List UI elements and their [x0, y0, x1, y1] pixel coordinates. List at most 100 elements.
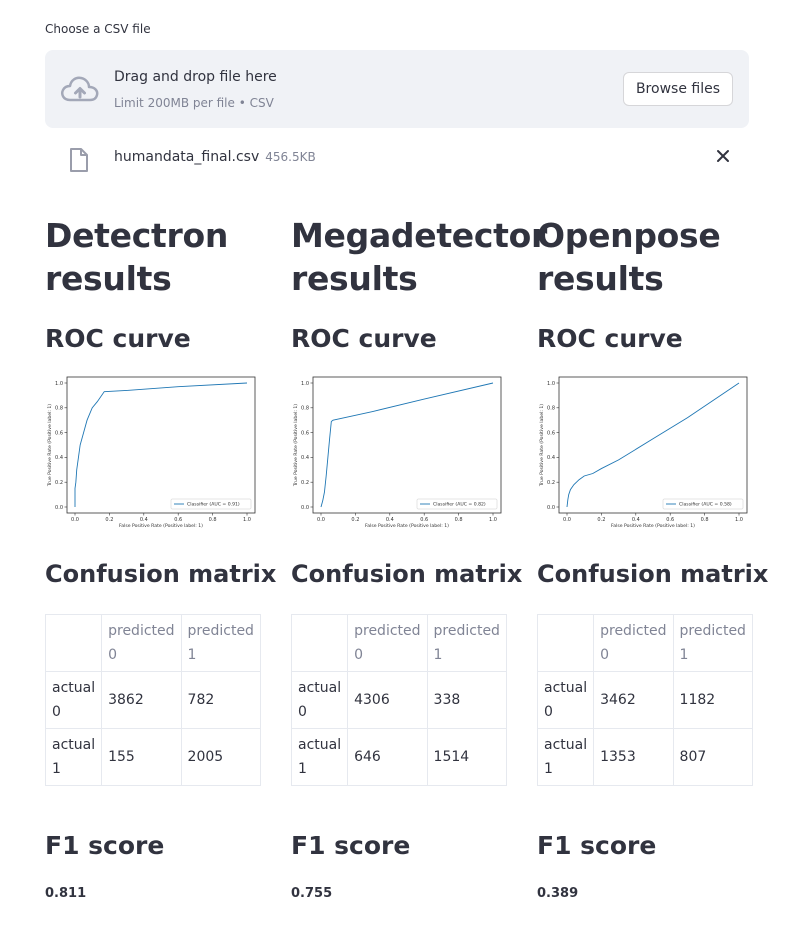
- y-tick-label: 0.2: [55, 480, 63, 486]
- matrix-cell: 2005: [180, 728, 261, 786]
- legend-label: Classifier (AUC = 0.58): [679, 502, 732, 508]
- column-title: Openpose results: [537, 216, 721, 298]
- y-tick-label: 0.2: [547, 480, 555, 486]
- y-tick-label: 0.6: [301, 430, 309, 436]
- confusion-matrix-heading: Confusion matrix: [537, 560, 769, 588]
- y-tick-label: 0.6: [547, 430, 555, 436]
- plot-frame: [312, 376, 502, 514]
- matrix-col-header: predicted 0: [347, 614, 428, 672]
- roc-chart: 0.0 0.2 0.4 0.6 0.8 1.0 0.0 0.2 0.4 0.6 0.8 1.0 Fals…: [539, 376, 748, 529]
- y-tick-label: 1.0: [547, 381, 555, 387]
- table-row: actual 0 3862 782: [44, 671, 261, 729]
- upload-label: Choose a CSV file: [45, 22, 151, 36]
- x-tick-label: 0.8: [455, 517, 463, 523]
- matrix-row-header: actual 1: [536, 728, 595, 786]
- roc-curve-line: [566, 382, 740, 508]
- y-axis-label: True Positive Rate (Positive label: 1): [293, 404, 299, 487]
- legend-label: Classifier (AUC = 0.82): [433, 502, 486, 508]
- close-icon[interactable]: [715, 148, 731, 164]
- matrix-corner-cell: [44, 614, 103, 672]
- matrix-col-header: predicted 1: [180, 614, 261, 672]
- x-tick-label: 0.8: [209, 517, 217, 523]
- y-tick-label: 0.8: [55, 406, 63, 412]
- y-tick-label: 0.8: [301, 406, 309, 412]
- results-column-openpose: Openpose results ROC curve 0.0 0.2 0.4 0.6 0…: [536, 214, 768, 901]
- y-tick-label: 0.4: [547, 455, 555, 461]
- column-title: Megadetector results: [291, 216, 547, 298]
- matrix-row-header: actual 1: [290, 728, 349, 786]
- confusion-matrix-heading: Confusion matrix: [45, 560, 277, 588]
- x-axis-label: False Positive Rate (Positive label: 1): [365, 523, 449, 529]
- uploaded-file-row: humandata_final.csv 456.5KB: [45, 140, 749, 178]
- f1-heading: F1 score: [537, 831, 657, 860]
- matrix-row-header: actual 0: [290, 671, 349, 729]
- file-name-text: humandata_final.csv: [114, 149, 260, 165]
- column-title: Detectron results: [45, 216, 229, 298]
- x-tick-label: 1.0: [735, 517, 743, 523]
- confusion-matrix-heading: Confusion matrix: [291, 560, 523, 588]
- matrix-col-header: predicted 0: [101, 614, 182, 672]
- matrix-cell: 1353: [593, 728, 674, 786]
- matrix-row-header: actual 0: [44, 671, 103, 729]
- x-tick-label: 0.2: [351, 517, 359, 523]
- matrix-cell: 3462: [593, 671, 674, 729]
- x-tick-label: 0.6: [174, 517, 182, 523]
- matrix-cell: 782: [180, 671, 261, 729]
- results-column-megadetector: Megadetector results ROC curve 0.0 0.2 0.4…: [290, 214, 547, 901]
- matrix-corner-cell: [536, 614, 595, 672]
- matrix-cell: 3862: [101, 671, 182, 729]
- x-tick-label: 1.0: [489, 517, 497, 523]
- matrix-cell: 155: [101, 728, 182, 786]
- y-tick-label: 0.6: [55, 430, 63, 436]
- plot-frame: [66, 376, 256, 514]
- confusion-matrix-table: predicted 0 predicted 1 actual 0 3862 78…: [44, 614, 261, 786]
- f1-value: 0.389: [537, 886, 579, 901]
- file-size: 456.5KB: [265, 150, 316, 164]
- f1-heading: F1 score: [45, 831, 165, 860]
- legend-box: [416, 498, 498, 510]
- y-axis-label: True Positive Rate (Positive label: 1): [47, 404, 53, 487]
- table-row: actual 0 4306 338: [290, 671, 507, 729]
- x-tick-label: 0.4: [140, 517, 148, 523]
- y-tick-label: 0.8: [547, 406, 555, 412]
- matrix-cell: 338: [426, 671, 507, 729]
- plot-frame: [558, 376, 748, 514]
- confusion-matrix-table: predicted 0 predicted 1 actual 0 4306 33…: [290, 614, 507, 786]
- legend-label: Classifier (AUC = 0.91): [187, 502, 240, 508]
- matrix-row-header: actual 0: [536, 671, 595, 729]
- roc-heading: ROC curve: [291, 324, 437, 353]
- matrix-row-header: actual 1: [44, 728, 103, 786]
- matrix-corner-cell: [290, 614, 349, 672]
- roc-curve-line: [74, 382, 248, 507]
- table-row: actual 1 1353 807: [536, 728, 753, 786]
- legend-box: [170, 498, 252, 510]
- x-tick-label: 0.2: [105, 517, 113, 523]
- table-row: actual 0 3462 1182: [536, 671, 753, 729]
- y-tick-label: 0.4: [301, 455, 309, 461]
- matrix-col-header: predicted 1: [672, 614, 753, 672]
- roc-curve-line: [320, 382, 494, 508]
- table-row: actual 1 155 2005: [44, 728, 261, 786]
- browse-files-button[interactable]: Browse files: [622, 72, 733, 106]
- x-tick-label: 0.0: [71, 517, 79, 523]
- matrix-cell: 646: [347, 728, 428, 786]
- y-tick-label: 1.0: [55, 381, 63, 387]
- confusion-matrix-table: predicted 0 predicted 1 actual 0 3462 11…: [536, 614, 753, 786]
- legend-box: [662, 498, 744, 510]
- x-axis-label: False Positive Rate (Positive label: 1): [119, 523, 203, 529]
- roc-chart: 0.0 0.2 0.4 0.6 0.8 1.0 0.0 0.2 0.4 0.6 0.8 1.0 Fals…: [293, 376, 502, 529]
- file-dropzone[interactable]: Drag and drop file here Limit 200MB per …: [45, 50, 749, 128]
- x-tick-label: 0.2: [597, 517, 605, 523]
- x-tick-label: 0.6: [666, 517, 674, 523]
- file-name: humandata_final.csv 456.5KB: [114, 149, 316, 165]
- f1-value: 0.811: [45, 886, 87, 901]
- matrix-cell: 807: [672, 728, 753, 786]
- dropzone-title: Drag and drop file here: [114, 69, 277, 85]
- x-tick-label: 0.8: [701, 517, 709, 523]
- roc-chart: 0.0 0.2 0.4 0.6 0.8 1.0 0.0 0.2 0.4 0.6 0.8 1.0 Fals…: [47, 376, 256, 529]
- cloud-upload-icon: [61, 76, 99, 102]
- x-tick-label: 0.0: [317, 517, 325, 523]
- f1-value: 0.755: [291, 886, 333, 901]
- f1-heading: F1 score: [291, 831, 411, 860]
- x-tick-label: 0.6: [420, 517, 428, 523]
